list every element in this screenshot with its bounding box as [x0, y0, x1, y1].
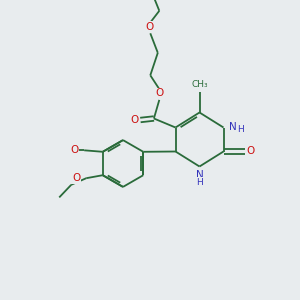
- Text: N: N: [229, 122, 237, 132]
- Text: N: N: [196, 170, 203, 180]
- Text: O: O: [145, 22, 153, 32]
- Text: O: O: [70, 145, 78, 155]
- Text: O: O: [156, 88, 164, 98]
- Text: O: O: [130, 115, 139, 125]
- Text: CH₃: CH₃: [191, 80, 208, 89]
- Text: O: O: [72, 173, 80, 183]
- Text: O: O: [246, 146, 255, 157]
- Text: H: H: [196, 178, 203, 187]
- Text: H: H: [237, 125, 244, 134]
